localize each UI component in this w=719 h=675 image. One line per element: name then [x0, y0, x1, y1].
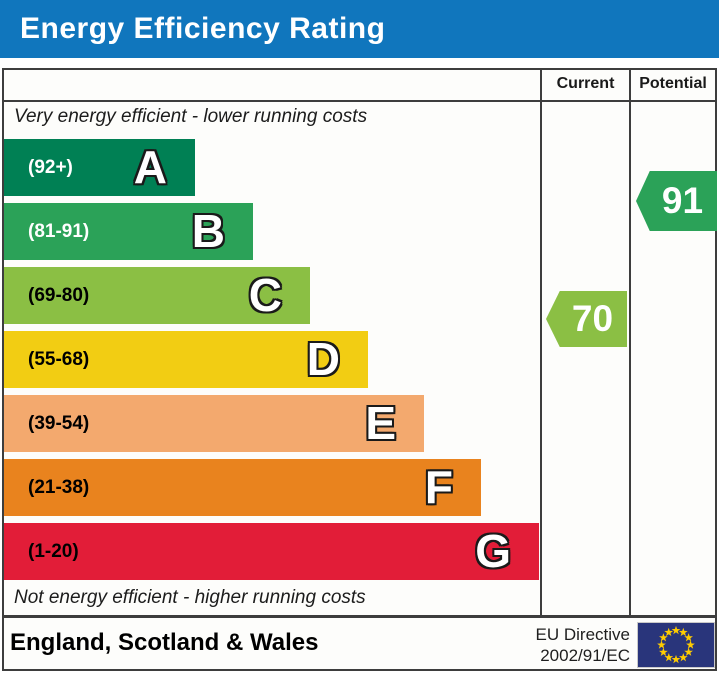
current-rating-value: 70	[571, 298, 614, 339]
top-note: Very energy efficient - lower running co…	[14, 106, 368, 127]
title-bar: Energy Efficiency Rating	[0, 0, 719, 58]
band-f-range: (21-38)	[28, 477, 90, 498]
band-d-range: (55-68)	[28, 349, 90, 370]
potential-rating-badge: 91	[636, 171, 717, 231]
band-c-range: (69-80)	[28, 285, 90, 306]
band-d-letter: D	[306, 333, 340, 385]
eu-directive-line2: 2002/91/EC	[540, 646, 630, 666]
band-c: (69-80) C	[4, 267, 310, 324]
current-column-divider	[540, 68, 542, 615]
band-b-letter: B	[191, 205, 225, 257]
band-c-letter: C	[248, 269, 282, 321]
band-a-range: (92+)	[28, 157, 73, 178]
footer-divider	[2, 615, 717, 618]
band-b-range: (81-91)	[28, 221, 90, 242]
band-e-letter: E	[365, 397, 396, 449]
current-column-header: Current	[556, 75, 615, 92]
eu-directive-line1: EU Directive	[535, 625, 630, 644]
band-a: (92+) A	[4, 139, 195, 196]
page-title: Energy Efficiency Rating	[20, 12, 386, 45]
current-rating-badge: 70	[546, 291, 627, 347]
header-divider	[2, 100, 717, 102]
band-g-letter: G	[475, 525, 511, 577]
potential-rating-value: 91	[661, 180, 704, 221]
band-g: (1-20) G	[4, 523, 539, 580]
eu-flag-icon	[637, 622, 715, 668]
bottom-note: Not energy efficient - higher running co…	[14, 587, 366, 608]
band-f: (21-38) F	[4, 459, 481, 516]
potential-column-divider	[629, 68, 631, 615]
eu-directive-text: EU Directive 2002/91/EC	[500, 624, 630, 667]
band-d: (55-68) D	[4, 331, 368, 388]
band-g-range: (1-20)	[28, 541, 79, 562]
band-e: (39-54) E	[4, 395, 424, 452]
band-a-letter: A	[133, 141, 167, 193]
potential-column-header: Potential	[639, 75, 707, 92]
band-b: (81-91) B	[4, 203, 253, 260]
eu-flag-stars	[657, 625, 695, 664]
band-f-letter: F	[424, 461, 453, 513]
band-e-range: (39-54)	[28, 413, 90, 434]
footer-region-label: England, Scotland & Wales	[10, 629, 319, 656]
